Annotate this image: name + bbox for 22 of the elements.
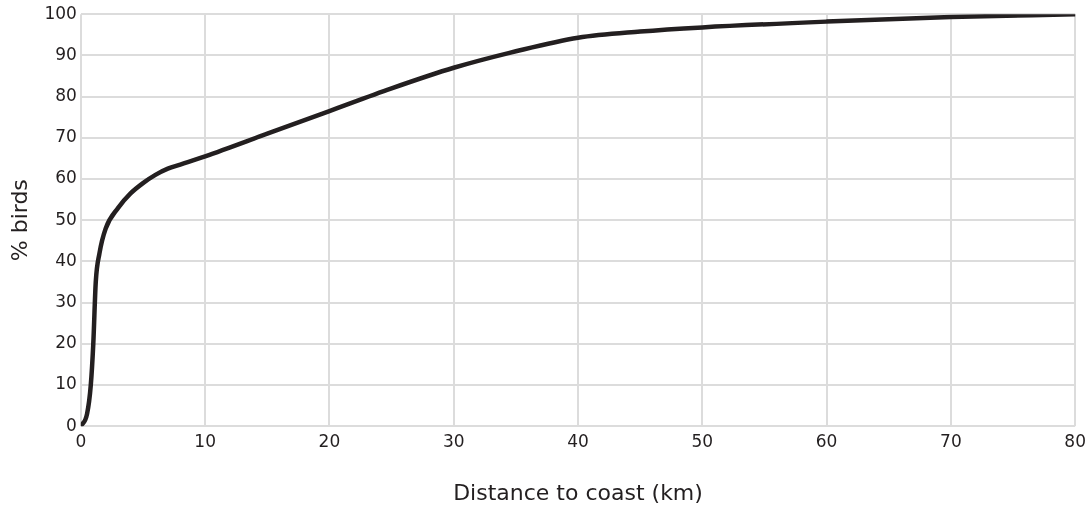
y-tick-label: 90: [55, 43, 77, 64]
y-tick-label: 80: [55, 85, 77, 106]
y-tick-label: 0: [66, 414, 77, 435]
x-tick-label: 50: [691, 430, 714, 451]
y-tick-label: 100: [44, 2, 77, 23]
y-tick-label: 60: [55, 167, 77, 188]
y-tick-label: 70: [55, 126, 77, 147]
x-tick-label: 30: [442, 430, 465, 451]
y-tick-label: 40: [55, 249, 77, 270]
y-tick-label: 10: [55, 373, 77, 394]
y-tick-label: 50: [55, 208, 77, 229]
y-tick-label: 20: [55, 332, 77, 353]
line-series: [80, 14, 1076, 427]
x-tick-label: 10: [194, 430, 216, 451]
y-tick-label: 30: [55, 291, 77, 312]
y-axis-title: % birds: [6, 179, 32, 262]
x-tick-label: 80: [1064, 430, 1086, 451]
x-tick-label: 40: [567, 430, 589, 451]
x-tick-label: 20: [318, 430, 341, 451]
x-axis-title: Distance to coast (km): [453, 479, 703, 505]
x-tick-label: 60: [815, 430, 838, 451]
x-tick-label: 70: [940, 430, 962, 451]
